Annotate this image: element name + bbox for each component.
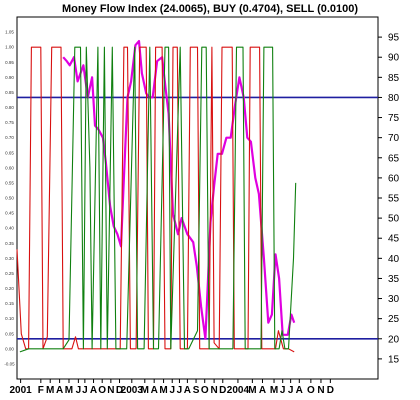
left-tick-label: 0.40 — [5, 226, 14, 231]
left-tick-label: 0.35 — [5, 241, 14, 246]
right-tick-label: 50 — [388, 214, 400, 225]
x-tick-label: M — [248, 385, 256, 396]
x-tick-label: A — [90, 385, 97, 396]
left-axis-ticks: -0.05 0.00 0.05 0.10 0.15 0.20 0.25 0.30 0.35 0.4… — [4, 30, 15, 367]
right-tick-label: 35 — [388, 274, 400, 285]
x-tick-label: A — [259, 385, 266, 396]
x-tick-label: A — [296, 385, 303, 396]
x-tick-label: J — [280, 385, 286, 396]
right-tick-label: 65 — [388, 153, 400, 164]
x-tick-label: 2001 — [9, 385, 32, 396]
x-tick-label: F — [38, 385, 44, 396]
left-tick-label: 0.30 — [5, 256, 14, 261]
x-tick-label: S — [193, 385, 200, 396]
x-tick-label: M — [46, 385, 54, 396]
right-tick-label: 75 — [388, 113, 400, 124]
left-tick-label: 0.10 — [5, 316, 14, 321]
x-tick-label: O — [201, 385, 209, 396]
right-tick-label: 60 — [388, 173, 400, 184]
x-tick-label: J — [82, 385, 88, 396]
left-tick-label: 0.80 — [5, 105, 14, 110]
x-tick-label: D — [219, 385, 226, 396]
left-tick-label: 0.85 — [5, 90, 14, 95]
x-tick-label: J — [169, 385, 175, 396]
left-tick-label: 0.55 — [5, 180, 14, 185]
x-tick-label: A — [184, 385, 191, 396]
buy-signal-line — [19, 46, 297, 353]
right-tick-label: 70 — [388, 133, 400, 144]
right-axis-ticks: 15 20 25 30 35 40 45 50 55 60 65 70 75 80 85 90 95 — [378, 33, 400, 365]
right-tick-label: 90 — [388, 53, 400, 64]
x-tick-label: O — [98, 385, 106, 396]
right-tick-label: 85 — [388, 73, 400, 84]
x-tick-label: M — [141, 385, 149, 396]
x-tick-label: M — [159, 385, 167, 396]
right-tick-label: 25 — [388, 314, 400, 325]
x-tick-label: O — [307, 385, 315, 396]
x-tick-label: A — [56, 385, 63, 396]
series-layer — [16, 39, 297, 353]
left-tick-label: 0.20 — [5, 286, 14, 291]
x-tick-label: A — [151, 385, 158, 396]
x-tick-label: J — [288, 385, 294, 396]
x-tick-label: J — [76, 385, 82, 396]
left-tick-label: 0.50 — [5, 196, 14, 201]
left-tick-label: 0.70 — [5, 135, 14, 140]
right-tick-label: 45 — [388, 234, 400, 245]
right-tick-label: 20 — [388, 334, 400, 345]
right-tick-label: 80 — [388, 93, 400, 104]
x-tick-label: M — [270, 385, 278, 396]
x-tick-label: 2003 — [121, 385, 144, 396]
left-tick-label: 0.75 — [5, 120, 14, 125]
x-tick-label: J — [177, 385, 183, 396]
x-tick-label: M — [65, 385, 73, 396]
mfi-line — [62, 39, 296, 340]
left-tick-label: 0.45 — [5, 211, 14, 216]
right-tick-label: 40 — [388, 254, 400, 265]
left-tick-label: 0.05 — [5, 331, 14, 336]
x-tick-label: N — [317, 385, 324, 396]
left-tick-label: 1.05 — [5, 30, 14, 35]
left-tick-label: 0.00 — [5, 346, 14, 351]
left-tick-label: 0.65 — [5, 150, 14, 155]
chart-title: Money Flow Index (24.0065), BUY (0.4704)… — [62, 3, 358, 15]
left-tick-label: 1.00 — [5, 45, 14, 50]
x-tick-label: D — [327, 385, 334, 396]
right-tick-label: 30 — [388, 294, 400, 305]
x-tick-label: D — [116, 385, 123, 396]
right-tick-label: 95 — [388, 33, 400, 44]
left-tick-label: 0.90 — [5, 75, 14, 80]
left-tick-label: 0.25 — [5, 271, 14, 276]
left-tick-label: 0.15 — [5, 301, 14, 306]
x-tick-label: 2004 — [227, 385, 250, 396]
left-tick-label: 0.60 — [5, 165, 14, 170]
right-tick-label: 55 — [388, 194, 400, 205]
right-tick-label: 15 — [388, 354, 400, 365]
left-tick-label: -0.05 — [4, 361, 15, 366]
x-tick-label: N — [107, 385, 114, 396]
left-tick-label: 0.95 — [5, 60, 14, 65]
x-tick-label: N — [210, 385, 217, 396]
